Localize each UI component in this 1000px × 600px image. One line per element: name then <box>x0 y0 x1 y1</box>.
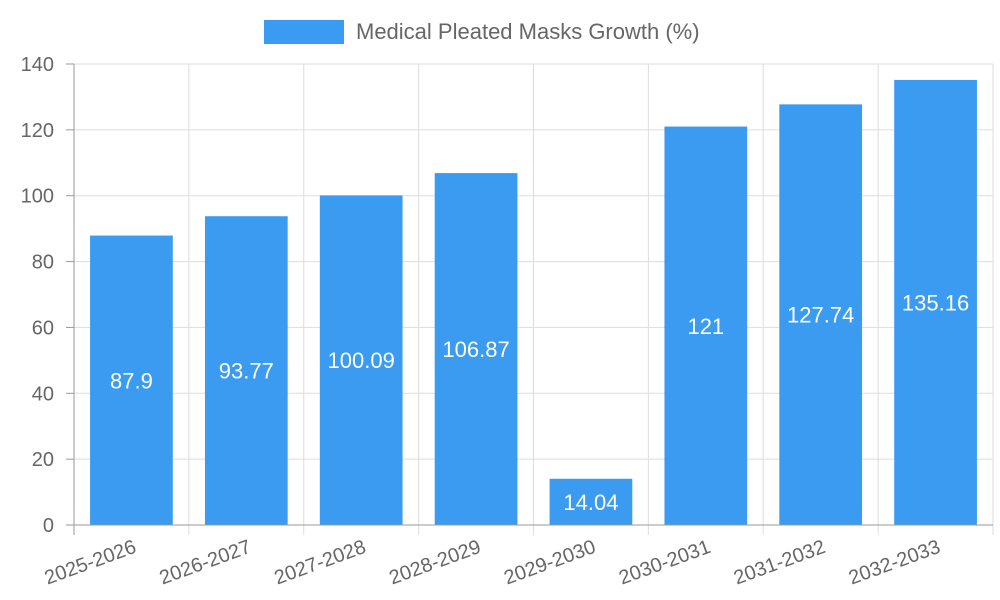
x-tick-label: 2027-2028 <box>271 536 368 589</box>
bar-value-label: 121 <box>687 314 724 339</box>
x-axis-ticks: 2025-2026 2026-2027 2027-2028 2028-2029 2029… <box>42 536 944 589</box>
x-tick-label: 2028-2029 <box>386 536 483 589</box>
legend-label[interactable]: Medical Pleated Masks Growth (%) <box>356 19 700 44</box>
bar-value-label: 100.09 <box>328 348 395 373</box>
bar-value-label: 87.9 <box>110 368 153 393</box>
x-tick-label: 2029-2030 <box>501 536 598 589</box>
y-tick-label: 0 <box>43 515 54 537</box>
bar[interactable] <box>549 478 633 525</box>
legend-swatch[interactable] <box>264 20 344 44</box>
bar[interactable] <box>204 216 288 525</box>
bar[interactable] <box>434 173 518 526</box>
bar[interactable] <box>664 126 748 526</box>
y-axis-ticks: 0 20 40 60 80 100 120 140 <box>21 54 74 537</box>
y-tick-label: 140 <box>21 54 54 76</box>
x-tick-label: 2032-2033 <box>846 536 943 589</box>
x-tick-label: 2025-2026 <box>42 536 139 589</box>
y-tick-label: 20 <box>32 449 54 471</box>
y-tick-label: 40 <box>32 383 54 405</box>
y-tick-label: 120 <box>21 120 54 142</box>
bar[interactable] <box>779 104 863 526</box>
y-tick-label: 80 <box>32 252 54 274</box>
x-tick-label: 2030-2031 <box>616 536 713 589</box>
bar[interactable] <box>894 79 977 525</box>
x-tick-label: 2026-2027 <box>157 536 254 589</box>
bar-value-label: 127.74 <box>787 303 854 328</box>
y-tick-label: 100 <box>21 186 54 208</box>
bar-labels: 87.9 93.77 100.09 106.87 14.04 121 127.74 135.1… <box>110 290 969 514</box>
bar-value-label: 135.16 <box>902 290 969 315</box>
bar-value-label: 14.04 <box>563 490 618 515</box>
bar[interactable] <box>319 195 403 526</box>
bars <box>90 79 977 526</box>
y-tick-label: 60 <box>32 317 54 339</box>
legend[interactable]: Medical Pleated Masks Growth (%) <box>264 19 700 44</box>
bar-value-label: 106.87 <box>442 337 509 362</box>
axes <box>73 64 993 535</box>
x-tick-label: 2031-2032 <box>731 536 828 589</box>
bar-value-label: 93.77 <box>219 359 274 384</box>
bar[interactable] <box>90 235 173 525</box>
